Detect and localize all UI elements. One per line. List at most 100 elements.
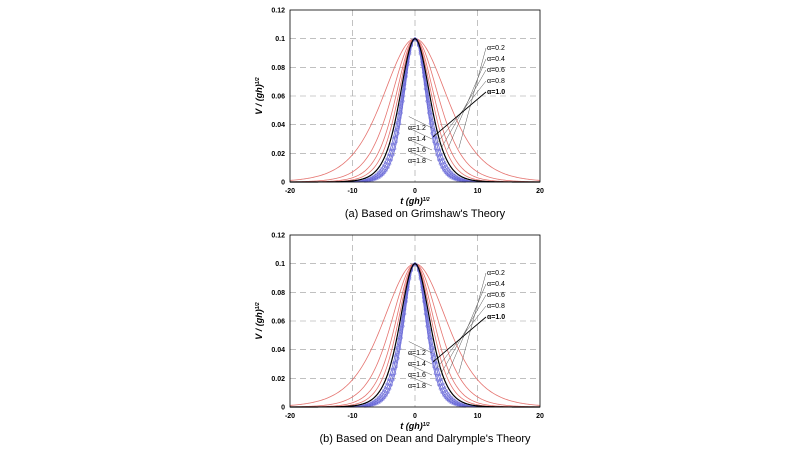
series-marker [388, 162, 392, 166]
series-marker [388, 148, 392, 152]
series-marker [457, 179, 460, 182]
series-marker [443, 393, 447, 397]
series-marker [428, 347, 432, 351]
series-marker [432, 365, 435, 368]
series-marker [407, 288, 410, 291]
series-marker [447, 174, 450, 178]
series-marker [463, 405, 467, 408]
series-marker [452, 177, 455, 181]
series-marker [442, 157, 445, 161]
series-label: α=1.0 [487, 314, 505, 321]
x-tick-label: -20 [285, 188, 295, 195]
series-marker [373, 403, 377, 406]
series-marker [463, 180, 467, 183]
series-label: α=0.2 [487, 270, 505, 277]
series-marker [425, 324, 428, 328]
series-leader-line [436, 305, 487, 369]
series-label: α=1.8 [408, 158, 426, 165]
plot-frame [289, 234, 541, 408]
series-marker [433, 147, 437, 151]
series-marker [387, 153, 390, 157]
series-marker [427, 336, 430, 340]
series-marker [388, 153, 392, 157]
series-marker [422, 75, 425, 78]
series-marker [385, 394, 388, 397]
series-marker [437, 142, 440, 146]
series-marker [387, 387, 390, 391]
series-marker [442, 391, 445, 394]
series-marker [378, 400, 382, 404]
series-marker [387, 166, 390, 169]
series-marker [423, 87, 427, 91]
series-marker [440, 387, 443, 391]
series-marker [390, 383, 393, 387]
series-marker [455, 178, 458, 182]
series-marker [437, 367, 440, 371]
series-label: α=1.6 [408, 147, 426, 154]
series-marker [442, 166, 445, 169]
x-tick-label: 0 [413, 188, 417, 195]
series-marker [382, 173, 385, 176]
series-marker [420, 63, 423, 66]
y-axis-label: V / (gh)1/2 [254, 77, 264, 115]
series-leader-line [408, 364, 433, 376]
series-marker [392, 367, 395, 371]
series-leader-line [408, 375, 433, 387]
series-marker [390, 367, 393, 371]
series-marker [407, 63, 410, 66]
chart-panel-a: -20 -10 0 10 20 0 0.02 0.04 0.06 0.08 0.1 0.12 t (gh… [254, 8, 544, 221]
series-marker [385, 157, 388, 161]
series-marker [370, 179, 373, 182]
series-marker [403, 83, 407, 86]
series-marker [443, 168, 447, 172]
figure-caption: (b) Based on Dean and Dalrymple's Theory [319, 433, 531, 445]
y-tick-label: 0.04 [271, 122, 285, 129]
series-marker [397, 357, 400, 360]
series-marker [390, 373, 393, 377]
series-marker [437, 383, 440, 387]
series-label: α=0.4 [487, 56, 505, 63]
series-marker [445, 398, 448, 401]
series-marker [447, 172, 450, 176]
series-leader-line [408, 150, 433, 162]
y-tick-label: 0.12 [271, 233, 285, 240]
series-marker [390, 142, 393, 146]
series-marker [430, 132, 433, 135]
x-axis-label: t (gh)1/2 [400, 421, 430, 431]
y-tick-label: 0.1 [275, 36, 285, 43]
series-marker [363, 180, 367, 183]
series-marker [373, 178, 377, 181]
series-marker [380, 399, 383, 403]
series-marker [443, 396, 447, 399]
series-marker [427, 111, 430, 115]
series-leader-line [432, 91, 487, 138]
series-marker [435, 378, 438, 382]
series-marker [440, 162, 443, 166]
series-leader-line [408, 341, 433, 354]
series-marker [372, 403, 375, 407]
series-leader-line [408, 139, 433, 151]
series-marker [403, 312, 407, 316]
series-marker [385, 391, 388, 394]
series-label: α=1.0 [487, 89, 505, 96]
series-label: α=1.4 [408, 136, 426, 143]
series-marker [447, 399, 450, 403]
x-tick-label: 10 [474, 188, 482, 195]
series-marker [418, 277, 422, 281]
series-marker [438, 373, 442, 377]
figure-caption: (a) Based on Grimshaw's Theory [345, 208, 506, 220]
x-tick-label: 20 [536, 188, 544, 195]
series-marker [390, 158, 393, 162]
series-marker [438, 162, 442, 166]
series-marker [380, 172, 383, 176]
series-marker [440, 378, 443, 382]
series-marker [380, 397, 383, 401]
series-marker [418, 52, 422, 56]
plot-frame [289, 9, 541, 183]
series-marker [402, 324, 405, 328]
series-label: α=0.6 [487, 292, 505, 299]
y-tick-label: 0.12 [271, 8, 285, 15]
series-marker [387, 391, 390, 394]
y-tick-label: 0.02 [271, 151, 285, 158]
